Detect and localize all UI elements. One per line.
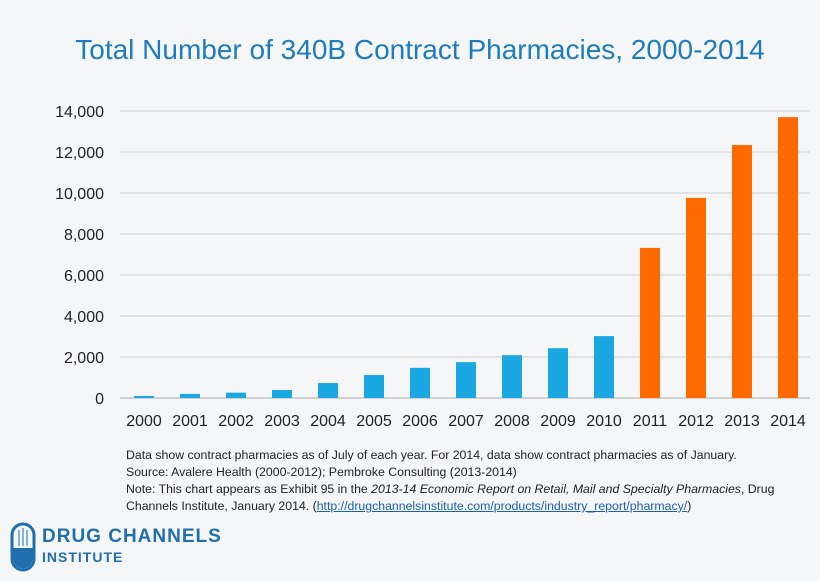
note-text: Channels Institute, January 2014. (: [126, 499, 317, 513]
x-tick-label: 2011: [633, 413, 668, 430]
bar: [180, 393, 200, 398]
bar-chart: 0 2,000 4,000 6,000 8,000 10,000 12,000 14,000 2…: [55, 104, 810, 430]
x-tick-label: 2002: [218, 413, 254, 430]
x-tick-label: 2003: [264, 413, 300, 430]
note-text: ): [687, 499, 692, 513]
x-tick-label: 2013: [724, 413, 760, 430]
note-source: Source: Avalere Health (2000-2012); Pemb…: [126, 465, 517, 479]
bar: [456, 362, 476, 398]
bar: [318, 383, 338, 398]
bar: [272, 390, 292, 398]
note-text: Note: This chart appears as Exhibit 95 i…: [126, 482, 372, 496]
bar: [226, 392, 246, 398]
x-tick-label: 2010: [586, 413, 622, 430]
note-line-4: Channels Institute, January 2014. (http:…: [126, 498, 774, 515]
x-tick-label: 2004: [310, 413, 346, 430]
bar: [364, 375, 384, 398]
chart-notes: Data show contract pharmacies as of July…: [126, 447, 774, 515]
x-tick-label: 2014: [770, 413, 806, 430]
bar: [594, 336, 614, 398]
chart-title: Total Number of 340B Contract Pharmacies…: [75, 34, 765, 65]
logo-text: DRUG CHANNELS: [42, 526, 222, 547]
x-tick-label: 2007: [448, 413, 484, 430]
note-text: , Drug: [740, 482, 775, 496]
x-tick-label: 2000: [126, 413, 162, 430]
x-tick-label: 2006: [402, 413, 438, 430]
x-tick-label: 2005: [356, 413, 392, 430]
x-tick-label: 2012: [678, 413, 714, 430]
bar: [134, 395, 154, 398]
report-title: 2013-14 Economic Report on Retail, Mail …: [371, 482, 741, 496]
bar: [640, 247, 660, 398]
bar: [686, 197, 706, 398]
bar: [732, 145, 752, 398]
bar: [502, 355, 522, 398]
y-tick-label: 2,000: [64, 350, 104, 367]
y-tick-label: 6,000: [64, 268, 104, 285]
x-tick-label: 2009: [540, 413, 576, 430]
bar: [548, 348, 568, 398]
y-tick-label: 0: [95, 391, 104, 408]
y-tick-label: 14,000: [55, 104, 104, 121]
y-tick-label: 8,000: [64, 227, 104, 244]
y-tick-label: 4,000: [64, 309, 104, 326]
x-tick-label: 2008: [494, 413, 530, 430]
y-tick-label: 12,000: [55, 145, 104, 162]
bar: [778, 117, 798, 399]
y-tick-label: 10,000: [55, 186, 104, 203]
note-line-1: Data show contract pharmacies as of July…: [126, 448, 737, 462]
logo-subtext: INSTITUTE: [42, 549, 124, 565]
x-tick-label: 2001: [172, 413, 208, 430]
report-link[interactable]: http://drugchannelsinstitute.com/product…: [316, 499, 688, 513]
bar: [410, 367, 430, 398]
pill-logo-icon: [10, 522, 36, 572]
note-line-3: Note: This chart appears as Exhibit 95 i…: [126, 481, 774, 498]
